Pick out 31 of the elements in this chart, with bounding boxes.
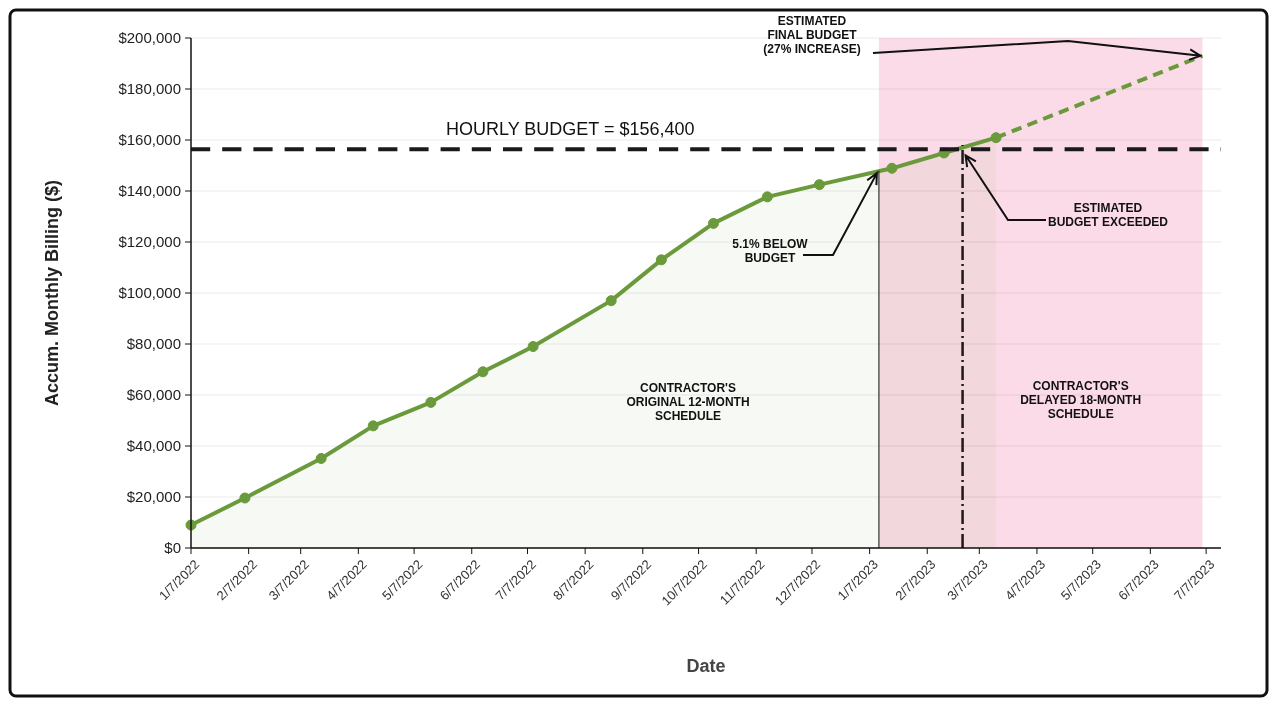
point [367, 420, 379, 432]
point [761, 191, 773, 203]
point [813, 179, 825, 191]
y-axis-title: Accum. Monthly Billing ($) [42, 179, 62, 407]
y-tick-label: $40,000 [126, 437, 181, 455]
annotation: ESTIMATED FINAL BUDGET (27% INCREASE) [763, 14, 861, 56]
point [477, 366, 489, 378]
point [527, 341, 539, 353]
x-axis-title: Date [686, 656, 726, 676]
y-tick-label: $120,000 [118, 233, 181, 251]
band-label: CONTRACTOR'S DELAYED 18-MONTH SCHEDULE [1020, 378, 1142, 421]
y-tick-label: $140,000 [118, 182, 181, 200]
y-tick-label: $80,000 [126, 335, 181, 353]
y-tick-label: $100,000 [118, 284, 181, 302]
point [425, 396, 437, 408]
point [655, 254, 667, 266]
point [315, 453, 327, 464]
ref-line-label: HOURLY BUDGET = $156,400 [446, 119, 695, 140]
annotation: CONTRACTOR'S ORIGINAL 12-MONTH SCHEDULE [626, 381, 750, 423]
y-tick-label: $200,000 [118, 29, 181, 47]
y-tick-label: $0 [164, 539, 181, 557]
point [886, 162, 898, 174]
point [239, 492, 251, 504]
annotation: 5.1% BELOW BUDGET [732, 237, 809, 265]
point [605, 295, 617, 307]
y-tick-label: $180,000 [118, 80, 181, 98]
y-tick-label: $60,000 [126, 386, 181, 404]
annotation: ESTIMATED BUDGET EXCEEDED [1047, 201, 1169, 229]
y-tick-label: $20,000 [126, 488, 181, 506]
y-tick-label: $160,000 [118, 131, 181, 149]
point [707, 217, 719, 229]
